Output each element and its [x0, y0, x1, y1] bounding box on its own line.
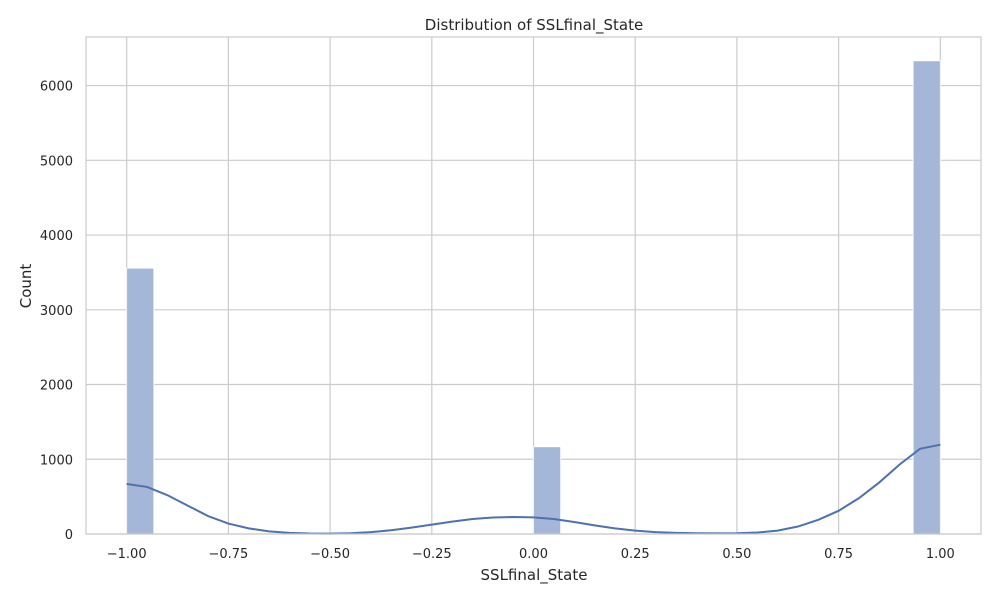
- y-tick-label: 3000: [40, 304, 73, 319]
- y-axis-label: Count: [17, 264, 35, 309]
- x-tick-label: 0.75: [824, 547, 853, 562]
- x-tick-label: 1.00: [926, 547, 955, 562]
- x-axis-label: SSLfinal_State: [481, 566, 588, 585]
- chart-title: Distribution of SSLfinal_State: [425, 16, 643, 35]
- kde-layer: [126, 443, 941, 535]
- y-tick-label: 5000: [40, 154, 73, 169]
- x-tick-label: −0.25: [412, 547, 452, 562]
- x-tick-label: −0.75: [208, 547, 248, 562]
- x-tick-label: 0.25: [621, 547, 650, 562]
- y-tick-label: 1000: [40, 453, 73, 468]
- y-tick-label: 6000: [40, 80, 73, 95]
- histogram-bar: [912, 60, 941, 535]
- histogram-bar: [533, 446, 562, 535]
- plot-area-frame: [85, 36, 982, 535]
- y-tick-label: 4000: [40, 229, 73, 244]
- x-tick-label: 0.50: [722, 547, 751, 562]
- x-tick-label: −1.00: [107, 547, 147, 562]
- x-tick-label: 0.00: [519, 547, 548, 562]
- tick-labels: −1.00 −0.75 −0.50 −0.25 0.00 0.25 0.50 0.75 1.00…: [40, 80, 955, 562]
- x-tick-label: −0.50: [310, 547, 350, 562]
- histogram-bars: [126, 60, 941, 535]
- kde-curve: [126, 443, 941, 535]
- histogram-bar: [126, 267, 155, 535]
- y-tick-label: 0: [65, 528, 73, 543]
- y-tick-label: 2000: [40, 379, 73, 394]
